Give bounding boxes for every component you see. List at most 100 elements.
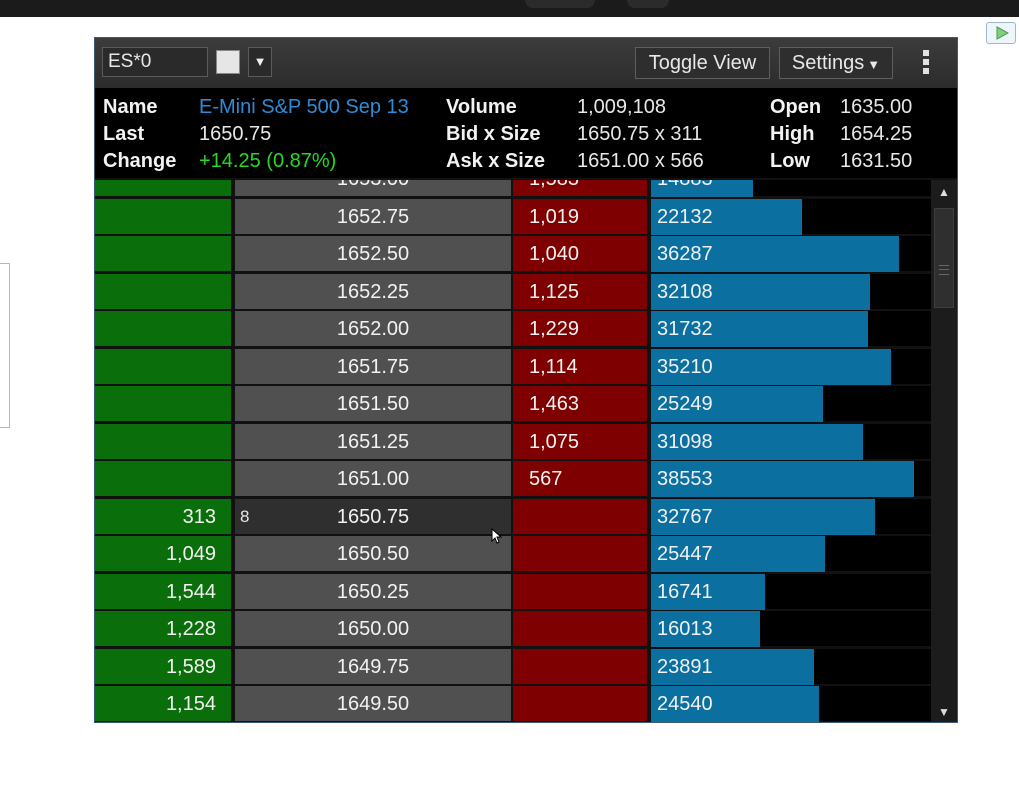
ask-size-label: Ask x Size: [446, 150, 545, 172]
bid-size-cell[interactable]: 1,154: [95, 686, 233, 722]
bid-size-cell[interactable]: [95, 461, 233, 497]
price-cell[interactable]: 1650.00: [235, 611, 511, 647]
ladder-row[interactable]: 1651.00 567 38553: [95, 461, 931, 499]
settings-button[interactable]: Settings ▼: [779, 47, 893, 79]
high-value: 1654.25: [840, 123, 913, 145]
bid-size-cell[interactable]: [95, 311, 233, 347]
bid-size-cell[interactable]: [95, 273, 233, 310]
bid-size-cell[interactable]: [95, 423, 233, 460]
ladder-row[interactable]: 1,049 1650.50 25447: [95, 536, 931, 574]
quote-info-panel: Name E-Mini S&P 500 Sep 13 Last 1650.75 …: [95, 88, 957, 178]
ask-size-cell[interactable]: [511, 536, 649, 572]
ask-size-cell[interactable]: 1,075: [511, 423, 649, 460]
chevron-down-icon: ▼: [867, 57, 881, 72]
ladder-row[interactable]: 1,544 1650.25 16741: [95, 573, 931, 612]
volume-text: 31098: [657, 430, 713, 453]
ladder-row[interactable]: 1651.25 1,075 31098: [95, 423, 931, 462]
ask-size-cell[interactable]: [511, 498, 649, 535]
price-cell[interactable]: 1652.00: [235, 311, 511, 347]
bid-size-cell[interactable]: [95, 198, 233, 235]
ladder-row[interactable]: 1,589 1649.75 23891: [95, 648, 931, 687]
price-cell[interactable]: 1653.00: [235, 180, 511, 197]
ask-size-cell[interactable]: [511, 573, 649, 610]
price-text: 1653.00: [337, 180, 409, 190]
ask-size-cell[interactable]: 567: [511, 461, 649, 497]
volume-bar: [651, 273, 871, 310]
ladder-scrollbar[interactable]: ▲ ▼: [931, 180, 957, 722]
price-cell[interactable]: 1651.00: [235, 461, 511, 497]
top-bar-tab[interactable]: [627, 0, 669, 8]
scroll-down-icon[interactable]: ▼: [933, 700, 955, 722]
ask-size-cell[interactable]: 1,114: [511, 348, 649, 385]
symbol-input[interactable]: ES*0: [102, 47, 208, 77]
bid-size-cell[interactable]: 1,228: [95, 611, 233, 647]
scroll-up-icon[interactable]: ▲: [933, 180, 955, 204]
price-text: 1652.75: [336, 205, 410, 228]
ladder-row[interactable]: 1652.25 1,125 32108: [95, 273, 931, 312]
price-cell[interactable]: 1650.50: [235, 536, 511, 572]
price-cell[interactable]: 1650.25: [235, 573, 511, 610]
ladder-row[interactable]: 1651.75 1,114 35210: [95, 348, 931, 387]
scrollbar-thumb[interactable]: [934, 208, 954, 308]
last-trade-size: 8: [240, 506, 250, 526]
price-cell[interactable]: 1649.50: [235, 686, 511, 722]
volume-text: 38553: [657, 468, 713, 490]
more-menu-icon[interactable]: [919, 48, 933, 78]
chevron-down-icon: ▼: [253, 54, 267, 69]
ladder-row[interactable]: 1651.50 1,463 25249: [95, 386, 931, 424]
name-label: Name: [103, 96, 158, 118]
symbol-dropdown-button[interactable]: ▼: [248, 47, 272, 77]
ask-size-cell[interactable]: [511, 686, 649, 722]
color-swatch[interactable]: [216, 50, 240, 74]
volume-bar: [651, 498, 875, 535]
price-cell[interactable]: 1649.75: [235, 648, 511, 685]
volume-text: 32108: [657, 280, 713, 303]
bid-size-cell[interactable]: [95, 180, 233, 197]
top-bar-tab[interactable]: [525, 0, 595, 8]
toggle-view-button[interactable]: Toggle View: [635, 47, 770, 79]
price-cell[interactable]: 1651.25: [235, 423, 511, 460]
ladder-row[interactable]: 1,154 1649.50 24540: [95, 686, 931, 722]
ladder-row[interactable]: 1652.75 1,019 22132: [95, 198, 931, 237]
price-text: 1650.25: [336, 580, 410, 603]
ladder-row[interactable]: 1653.00 1,583 14883: [95, 180, 931, 199]
price-text: 1650.00: [336, 618, 410, 640]
name-value: E-Mini S&P 500 Sep 13: [199, 96, 409, 118]
ladder-row[interactable]: 1,228 1650.00 16013: [95, 611, 931, 649]
price-cell[interactable]: 1651.75: [235, 348, 511, 385]
ladder-row[interactable]: 1652.00 1,229 31732: [95, 311, 931, 349]
price-cell[interactable]: 1652.75: [235, 198, 511, 235]
ladder-row[interactable]: 313 1650.75 8 32767: [95, 498, 931, 537]
ask-size-cell[interactable]: 1,019: [511, 198, 649, 235]
volume-text: 24540: [657, 693, 713, 715]
ask-size-cell[interactable]: [511, 648, 649, 685]
volume-cell: 14883: [651, 180, 931, 197]
ask-size-cell[interactable]: 1,463: [511, 386, 649, 422]
ask-size-cell[interactable]: 1,040: [511, 236, 649, 272]
bid-size-cell[interactable]: 1,049: [95, 536, 233, 572]
bid-size-cell[interactable]: 313: [95, 498, 233, 535]
ask-size-cell[interactable]: 1,125: [511, 273, 649, 310]
volume-cell: 24540: [651, 686, 931, 722]
ladder-row[interactable]: 1652.50 1,040 36287: [95, 236, 931, 274]
price-cell[interactable]: 1652.50: [235, 236, 511, 272]
market-depth-widget: ES*0 ▼ Toggle View Settings ▼ Name E-Mini…: [94, 37, 958, 723]
volume-bar: [651, 311, 868, 347]
price-cell[interactable]: 1650.75 8: [235, 498, 511, 535]
price-cell[interactable]: 1652.25: [235, 273, 511, 310]
volume-text: 25447: [657, 543, 713, 565]
price-cell[interactable]: 1651.50: [235, 386, 511, 422]
bid-size-cell[interactable]: [95, 348, 233, 385]
ask-size-cell[interactable]: 1,229: [511, 311, 649, 347]
play-icon[interactable]: [986, 22, 1016, 44]
ask-size-cell[interactable]: [511, 611, 649, 647]
ask-size-cell[interactable]: 1,583: [511, 180, 649, 197]
bid-size-cell[interactable]: [95, 386, 233, 422]
bid-size-value: 1650.75 x 311: [577, 123, 703, 145]
bid-size-label: Bid x Size: [446, 123, 541, 145]
bid-size-cell[interactable]: 1,544: [95, 573, 233, 610]
bid-size-cell[interactable]: 1,589: [95, 648, 233, 685]
price-ladder[interactable]: 1653.00 1,583 14883 1652.75 1,019 22132 1652.5…: [95, 180, 931, 722]
bid-size-cell[interactable]: [95, 236, 233, 272]
change-label: Change: [103, 150, 177, 172]
